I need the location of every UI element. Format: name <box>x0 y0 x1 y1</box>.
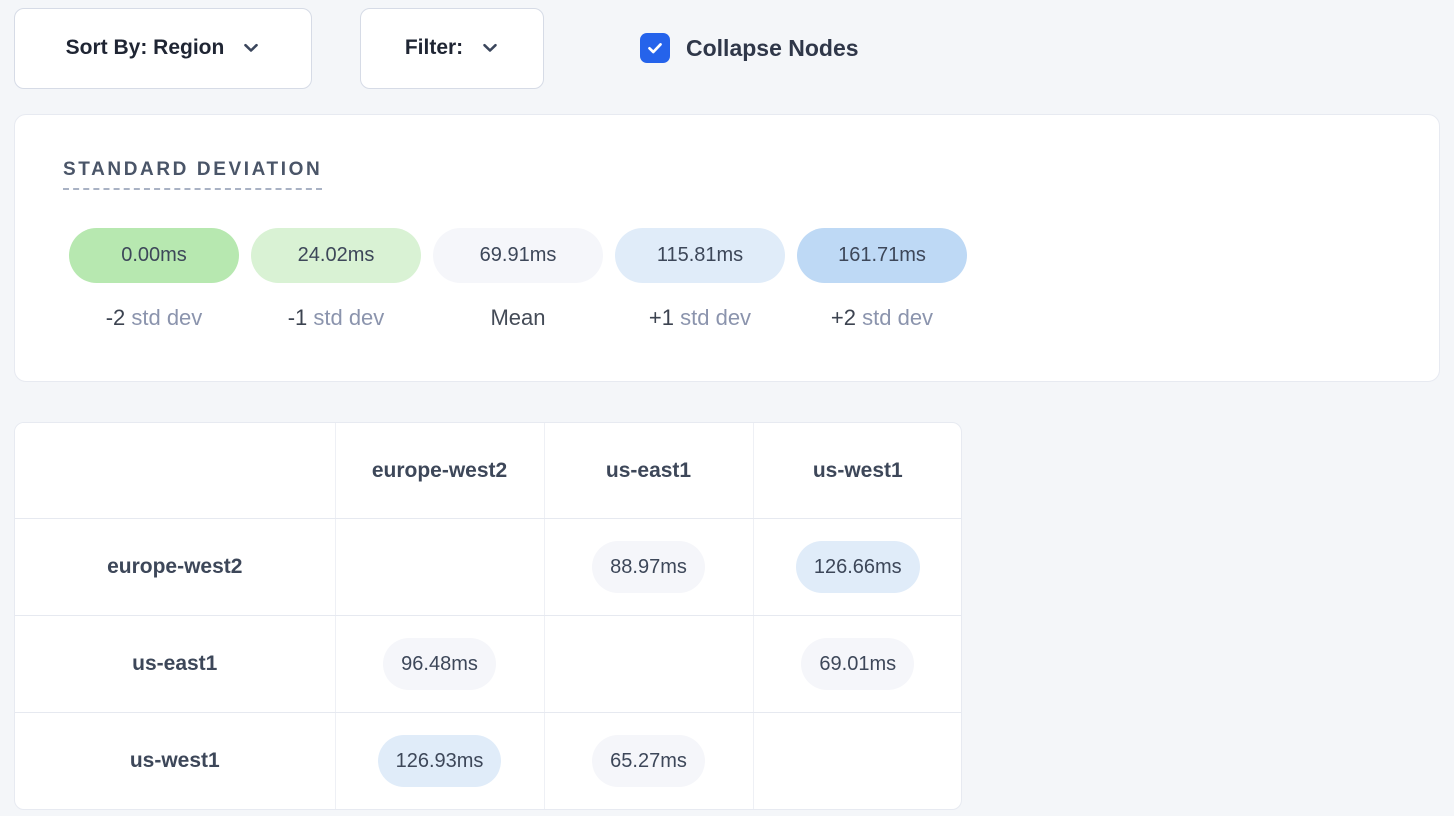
standard-deviation-legend-card: STANDARD DEVIATION 0.00ms -2 std dev 24.… <box>14 114 1440 382</box>
column-header[interactable]: us-west1 <box>753 423 961 519</box>
latency-value: 126.66ms <box>795 541 920 593</box>
filter-label: Filter: <box>404 36 464 59</box>
scale-item: 69.91ms Mean <box>427 228 609 331</box>
scale-swatch: 115.81ms <box>615 228 785 283</box>
table-header-row: europe-west2 us-east1 us-west1 <box>15 423 961 519</box>
scale-label-tail: std dev <box>125 305 203 330</box>
table-row: us-west1 126.93ms 65.27ms <box>15 712 961 810</box>
scale-label-lead: -1 <box>287 305 308 330</box>
scale-item: 0.00ms -2 std dev <box>63 228 245 331</box>
toolbar: Sort By: Region Filter: Collapse Nodes <box>0 0 1454 89</box>
chevron-down-icon <box>481 39 499 57</box>
row-header[interactable]: us-west1 <box>15 712 336 809</box>
row-header[interactable]: us-east1 <box>15 615 336 713</box>
latency-value: 88.97ms <box>592 541 705 593</box>
matrix-cell[interactable]: 126.93ms <box>335 712 545 809</box>
std-dev-scale: 0.00ms -2 std dev 24.02ms -1 std dev 69.… <box>63 228 1439 331</box>
matrix-corner-cell <box>15 423 336 519</box>
collapse-nodes-checkbox[interactable] <box>640 33 670 63</box>
scale-label: Mean <box>490 305 545 331</box>
matrix-cell <box>544 615 754 713</box>
column-header[interactable]: europe-west2 <box>335 423 545 519</box>
scale-swatch: 24.02ms <box>251 228 421 283</box>
filter-dropdown[interactable]: Filter: <box>360 7 544 89</box>
scale-label: +2 std dev <box>831 305 933 331</box>
matrix-cell <box>753 713 961 810</box>
scale-item: 24.02ms -1 std dev <box>245 228 427 331</box>
matrix-cell[interactable]: 96.48ms <box>335 615 545 713</box>
chevron-down-icon <box>242 39 260 57</box>
scale-label: +1 std dev <box>649 305 751 331</box>
collapse-nodes-label: Collapse Nodes <box>686 34 859 61</box>
matrix-cell[interactable]: 88.97ms <box>544 518 754 616</box>
legend-title: STANDARD DEVIATION <box>63 159 323 190</box>
latency-value: 126.93ms <box>377 735 502 787</box>
collapse-nodes-toggle[interactable]: Collapse Nodes <box>640 33 859 63</box>
scale-label-lead: +2 <box>830 305 857 330</box>
latency-value: 96.48ms <box>383 638 496 690</box>
latency-value: 65.27ms <box>592 735 705 787</box>
table-row: europe-west2 88.97ms 126.66ms <box>15 518 961 616</box>
sort-by-dropdown[interactable]: Sort By: Region <box>14 7 312 89</box>
scale-swatch: 161.71ms <box>797 228 967 283</box>
matrix-cell[interactable]: 126.66ms <box>753 518 961 616</box>
matrix-cell[interactable]: 69.01ms <box>753 615 961 713</box>
scale-label-tail: std dev <box>856 305 934 330</box>
scale-label-lead: -2 <box>105 305 126 330</box>
scale-label-tail: std dev <box>674 305 752 330</box>
latency-matrix: europe-west2 us-east1 us-west1 europe-we… <box>14 422 962 810</box>
table-row: us-east1 96.48ms 69.01ms <box>15 615 961 713</box>
scale-label-lead: Mean <box>490 305 546 330</box>
row-header[interactable]: europe-west2 <box>15 518 336 616</box>
latency-value: 69.01ms <box>801 638 915 690</box>
scale-swatch: 69.91ms <box>433 228 603 283</box>
sort-by-label: Sort By: Region <box>65 36 225 59</box>
scale-label: -1 std dev <box>288 305 385 331</box>
scale-item: 115.81ms +1 std dev <box>609 228 791 331</box>
column-header[interactable]: us-east1 <box>544 423 754 519</box>
scale-item: 161.71ms +2 std dev <box>791 228 973 331</box>
scale-swatch: 0.00ms <box>69 228 239 283</box>
matrix-cell[interactable]: 65.27ms <box>544 712 754 809</box>
scale-label-tail: std dev <box>307 305 385 330</box>
scale-label: -2 std dev <box>106 305 203 331</box>
matrix-cell <box>335 518 545 616</box>
scale-label-lead: +1 <box>648 305 675 330</box>
